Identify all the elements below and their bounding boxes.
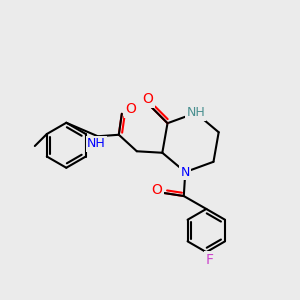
Text: O: O	[125, 102, 136, 116]
Text: O: O	[152, 183, 162, 197]
Text: N: N	[181, 166, 190, 178]
Text: NH: NH	[87, 137, 106, 150]
Text: O: O	[142, 92, 154, 106]
Text: F: F	[205, 253, 213, 267]
Text: NH: NH	[186, 106, 205, 119]
